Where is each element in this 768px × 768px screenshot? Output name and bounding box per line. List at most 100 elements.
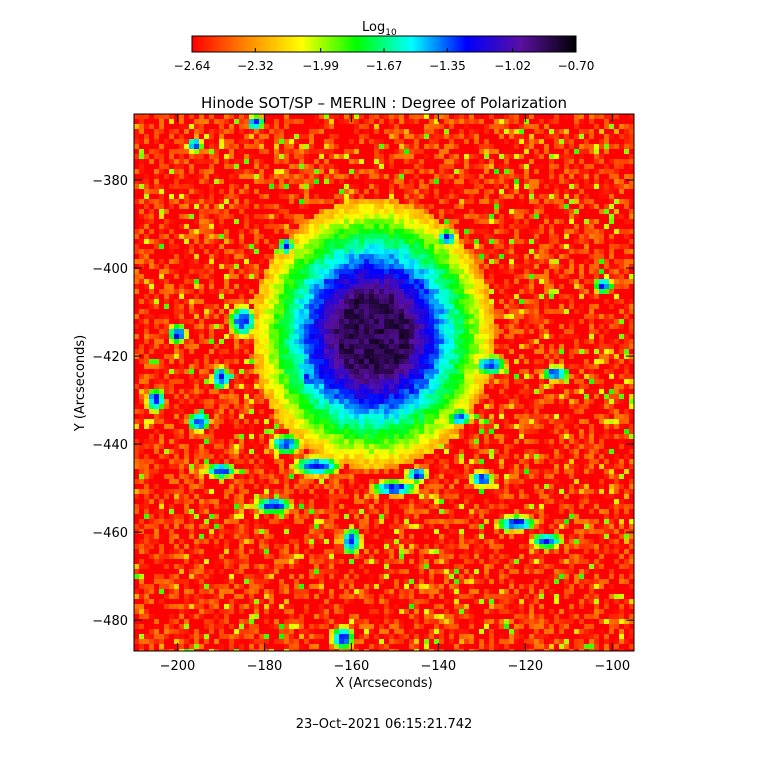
heatmap-cell: [234, 119, 239, 124]
heatmap-cell: [399, 209, 404, 214]
heatmap-cell: [464, 324, 469, 329]
heatmap-cell: [379, 169, 384, 174]
heatmap-cell: [219, 289, 224, 294]
heatmap-cell: [509, 234, 514, 239]
heatmap-cell: [454, 259, 459, 264]
heatmap-cell: [434, 149, 439, 154]
heatmap-cell: [459, 279, 464, 284]
heatmap-cell: [484, 279, 489, 284]
heatmap-cell: [254, 244, 259, 249]
heatmap-cell: [434, 344, 439, 349]
heatmap-cell: [544, 309, 549, 314]
heatmap-cell: [534, 234, 539, 239]
heatmap-cell: [574, 124, 579, 129]
heatmap-cell: [149, 144, 154, 149]
heatmap-cell: [204, 334, 209, 339]
heatmap-cell: [449, 359, 454, 364]
heatmap-cell: [359, 279, 364, 284]
heatmap-cell: [249, 189, 254, 194]
heatmap-cell: [564, 249, 569, 254]
heatmap-cell: [254, 349, 259, 354]
heatmap-cell: [489, 119, 494, 124]
heatmap-cell: [589, 149, 594, 154]
heatmap-cell: [404, 239, 409, 244]
heatmap-cell: [434, 204, 439, 209]
heatmap-cell: [169, 304, 174, 309]
heatmap-cell: [609, 194, 614, 199]
heatmap-cell: [229, 264, 234, 269]
heatmap-cell: [424, 149, 429, 154]
heatmap-cell: [174, 349, 179, 354]
heatmap-cell: [369, 189, 374, 194]
heatmap-cell: [509, 344, 514, 349]
heatmap-cell: [279, 159, 284, 164]
heatmap-cell: [594, 149, 599, 154]
heatmap-cell: [529, 244, 534, 249]
heatmap-cell: [419, 254, 424, 259]
heatmap-cell: [264, 149, 269, 154]
heatmap-cell: [164, 224, 169, 229]
heatmap-cell: [499, 269, 504, 274]
heatmap-cell: [309, 279, 314, 284]
heatmap-cell: [329, 149, 334, 154]
heatmap-cell: [279, 319, 284, 324]
heatmap-cell: [354, 139, 359, 144]
heatmap-cell: [629, 329, 634, 334]
heatmap-cell: [179, 294, 184, 299]
heatmap-cell: [439, 119, 444, 124]
heatmap-cell: [434, 319, 439, 324]
heatmap-cell: [144, 154, 149, 159]
heatmap-cell: [454, 169, 459, 174]
heatmap-cell: [604, 144, 609, 149]
heatmap-cell: [239, 209, 244, 214]
heatmap-cell: [189, 284, 194, 289]
heatmap-cell: [244, 279, 249, 284]
heatmap-cell: [399, 264, 404, 269]
heatmap-cell: [374, 319, 379, 324]
heatmap-cell: [304, 134, 309, 139]
heatmap-cell: [629, 124, 634, 129]
heatmap-cell: [304, 199, 309, 204]
heatmap-cell: [439, 134, 444, 139]
heatmap-cell: [344, 234, 349, 239]
heatmap-cell: [249, 289, 254, 294]
heatmap-cell: [544, 159, 549, 164]
heatmap-cell: [464, 349, 469, 354]
heatmap-cell: [439, 174, 444, 179]
heatmap-cell: [584, 204, 589, 209]
heatmap-cell: [309, 149, 314, 154]
heatmap-cell: [554, 159, 559, 164]
heatmap-cell: [484, 294, 489, 299]
heatmap-cell: [519, 124, 524, 129]
heatmap-cell: [499, 324, 504, 329]
heatmap-cell: [504, 224, 509, 229]
heatmap-cell: [219, 214, 224, 219]
heatmap-cell: [349, 314, 354, 319]
heatmap-cell: [184, 264, 189, 269]
heatmap-cell: [414, 179, 419, 184]
heatmap-cell: [254, 319, 259, 324]
heatmap-cell: [409, 134, 414, 139]
heatmap-cell: [429, 264, 434, 269]
heatmap-cell: [159, 204, 164, 209]
heatmap-cell: [619, 129, 624, 134]
heatmap-cell: [329, 259, 334, 264]
heatmap-cell: [439, 169, 444, 174]
heatmap-cell: [204, 179, 209, 184]
heatmap-cell: [504, 189, 509, 194]
heatmap-cell: [329, 269, 334, 274]
heatmap-cell: [604, 284, 609, 289]
heatmap-cell: [369, 129, 374, 134]
heatmap-cell: [334, 169, 339, 174]
heatmap-cell: [474, 214, 479, 219]
heatmap-cell: [594, 294, 599, 299]
heatmap-cell: [489, 159, 494, 164]
heatmap-cell: [289, 284, 294, 289]
heatmap-cell: [239, 229, 244, 234]
heatmap-cell: [539, 329, 544, 334]
heatmap-cell: [264, 139, 269, 144]
heatmap-cell: [469, 179, 474, 184]
heatmap-cell: [489, 349, 494, 354]
heatmap-cell: [399, 194, 404, 199]
heatmap-cell: [199, 174, 204, 179]
